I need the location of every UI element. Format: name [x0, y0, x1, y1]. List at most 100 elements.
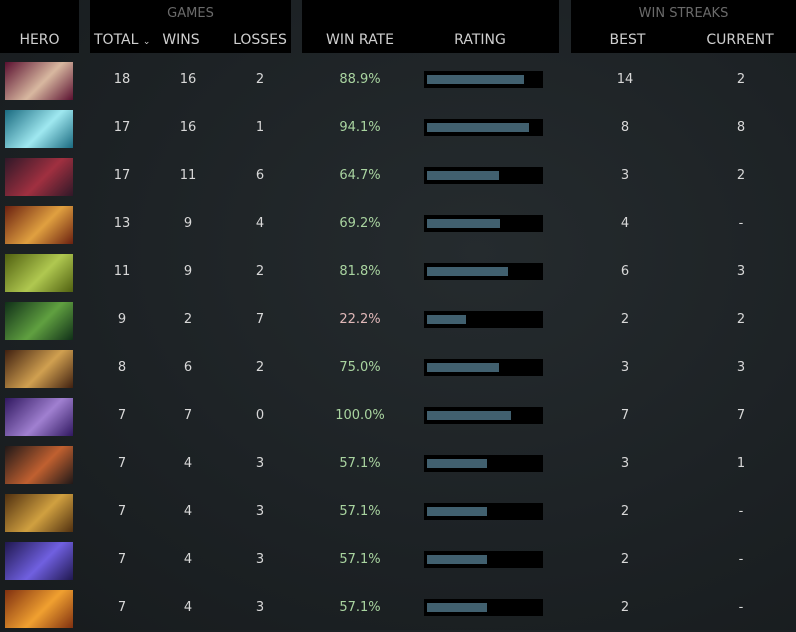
hero-portrait[interactable]: [5, 110, 73, 148]
table-row[interactable]: 7 4 3 57.1% 2 -: [0, 584, 796, 632]
table-row[interactable]: 17 16 1 94.1% 8 8: [0, 104, 796, 152]
losses-cell: 7: [255, 312, 265, 327]
current-streak-cell: 2: [736, 312, 746, 327]
rating-bar: [424, 455, 543, 472]
current-streak-cell: -: [738, 600, 744, 615]
best-streak-cell: 2: [620, 312, 630, 327]
best-streak-cell: 3: [620, 456, 630, 471]
hero-portrait[interactable]: [5, 62, 73, 100]
rating-bar-fill: [427, 459, 488, 468]
col-current[interactable]: CURRENT: [706, 32, 774, 48]
wins-cell: 6: [183, 360, 193, 375]
rating-bar: [424, 599, 543, 616]
total-cell: 13: [113, 216, 131, 231]
current-streak-cell: 1: [736, 456, 746, 471]
col-total[interactable]: TOTAL ⌄: [94, 32, 158, 48]
rating-bar: [424, 263, 543, 280]
rating-bar: [424, 71, 543, 88]
streaks-header-block: [571, 0, 796, 53]
hero-portrait[interactable]: [5, 590, 73, 628]
losses-cell: 3: [255, 456, 265, 471]
best-streak-cell: 6: [620, 264, 630, 279]
losses-cell: 4: [255, 216, 265, 231]
best-streak-cell: 7: [620, 408, 630, 423]
rating-bar-fill: [427, 75, 525, 84]
table-row[interactable]: 9 2 7 22.2% 2 2: [0, 296, 796, 344]
total-cell: 7: [117, 600, 127, 615]
hero-header-block: [0, 0, 79, 53]
current-streak-cell: 7: [736, 408, 746, 423]
table-row[interactable]: 11 9 2 81.8% 6 3: [0, 248, 796, 296]
current-streak-cell: -: [738, 552, 744, 567]
col-total-label: TOTAL: [94, 32, 139, 48]
games-header-block: [90, 0, 291, 53]
rating-bar: [424, 359, 543, 376]
hero-portrait[interactable]: [5, 350, 73, 388]
table-row[interactable]: 7 4 3 57.1% 2 -: [0, 488, 796, 536]
hero-portrait[interactable]: [5, 398, 73, 436]
rating-bar: [424, 503, 543, 520]
losses-cell: 0: [255, 408, 265, 423]
current-streak-cell: 3: [736, 264, 746, 279]
hero-portrait[interactable]: [5, 302, 73, 340]
col-wins[interactable]: WINS: [162, 32, 200, 48]
total-cell: 7: [117, 456, 127, 471]
hero-portrait[interactable]: [5, 206, 73, 244]
table-row[interactable]: 8 6 2 75.0% 3 3: [0, 344, 796, 392]
table-row[interactable]: 13 9 4 69.2% 4 -: [0, 200, 796, 248]
total-cell: 7: [117, 408, 127, 423]
best-streak-cell: 3: [620, 360, 630, 375]
total-cell: 9: [117, 312, 127, 327]
win-rate-cell: 81.8%: [339, 264, 381, 279]
win-rate-cell: 57.1%: [339, 600, 381, 615]
wins-cell: 4: [183, 600, 193, 615]
current-streak-cell: -: [738, 216, 744, 231]
col-hero[interactable]: HERO: [19, 32, 60, 48]
col-best[interactable]: BEST: [609, 32, 646, 48]
hero-portrait[interactable]: [5, 446, 73, 484]
col-rating[interactable]: RATING: [454, 32, 506, 48]
wins-cell: 2: [183, 312, 193, 327]
hero-portrait[interactable]: [5, 494, 73, 532]
hero-portrait[interactable]: [5, 254, 73, 292]
table-row[interactable]: 7 4 3 57.1% 2 -: [0, 536, 796, 584]
win-rate-cell: 88.9%: [339, 72, 381, 87]
wins-cell: 4: [183, 456, 193, 471]
win-rate-cell: 57.1%: [339, 504, 381, 519]
rating-bar: [424, 167, 543, 184]
current-streak-cell: 8: [736, 120, 746, 135]
win-rate-cell: 69.2%: [339, 216, 381, 231]
total-cell: 7: [117, 504, 127, 519]
current-streak-cell: 2: [736, 168, 746, 183]
total-cell: 7: [117, 552, 127, 567]
win-rate-cell: 22.2%: [339, 312, 381, 327]
rating-bar-fill: [427, 219, 501, 228]
best-streak-cell: 2: [620, 504, 630, 519]
wins-cell: 7: [183, 408, 193, 423]
losses-cell: 2: [255, 264, 265, 279]
win-rate-cell: 94.1%: [339, 120, 381, 135]
rating-bar-fill: [427, 315, 467, 324]
rating-bar-fill: [427, 363, 499, 372]
win-rate-cell: 57.1%: [339, 552, 381, 567]
win-rate-cell: 57.1%: [339, 456, 381, 471]
table-row[interactable]: 7 7 0 100.0% 7 7: [0, 392, 796, 440]
hero-portrait[interactable]: [5, 542, 73, 580]
rating-bar-fill: [427, 411, 511, 420]
win-rate-cell: 100.0%: [335, 408, 385, 423]
rating-bar: [424, 215, 543, 232]
best-streak-cell: 2: [620, 552, 630, 567]
rating-bar-fill: [427, 267, 509, 276]
table-row[interactable]: 18 16 2 88.9% 14 2: [0, 56, 796, 104]
losses-cell: 1: [255, 120, 265, 135]
hero-portrait[interactable]: [5, 158, 73, 196]
col-win-rate[interactable]: WIN RATE: [326, 32, 394, 48]
table-row[interactable]: 17 11 6 64.7% 3 2: [0, 152, 796, 200]
wins-cell: 9: [183, 264, 193, 279]
col-losses[interactable]: LOSSES: [233, 32, 287, 48]
table-row[interactable]: 7 4 3 57.1% 3 1: [0, 440, 796, 488]
win-rate-cell: 64.7%: [339, 168, 381, 183]
losses-cell: 6: [255, 168, 265, 183]
best-streak-cell: 4: [620, 216, 630, 231]
win-rate-cell: 75.0%: [339, 360, 381, 375]
